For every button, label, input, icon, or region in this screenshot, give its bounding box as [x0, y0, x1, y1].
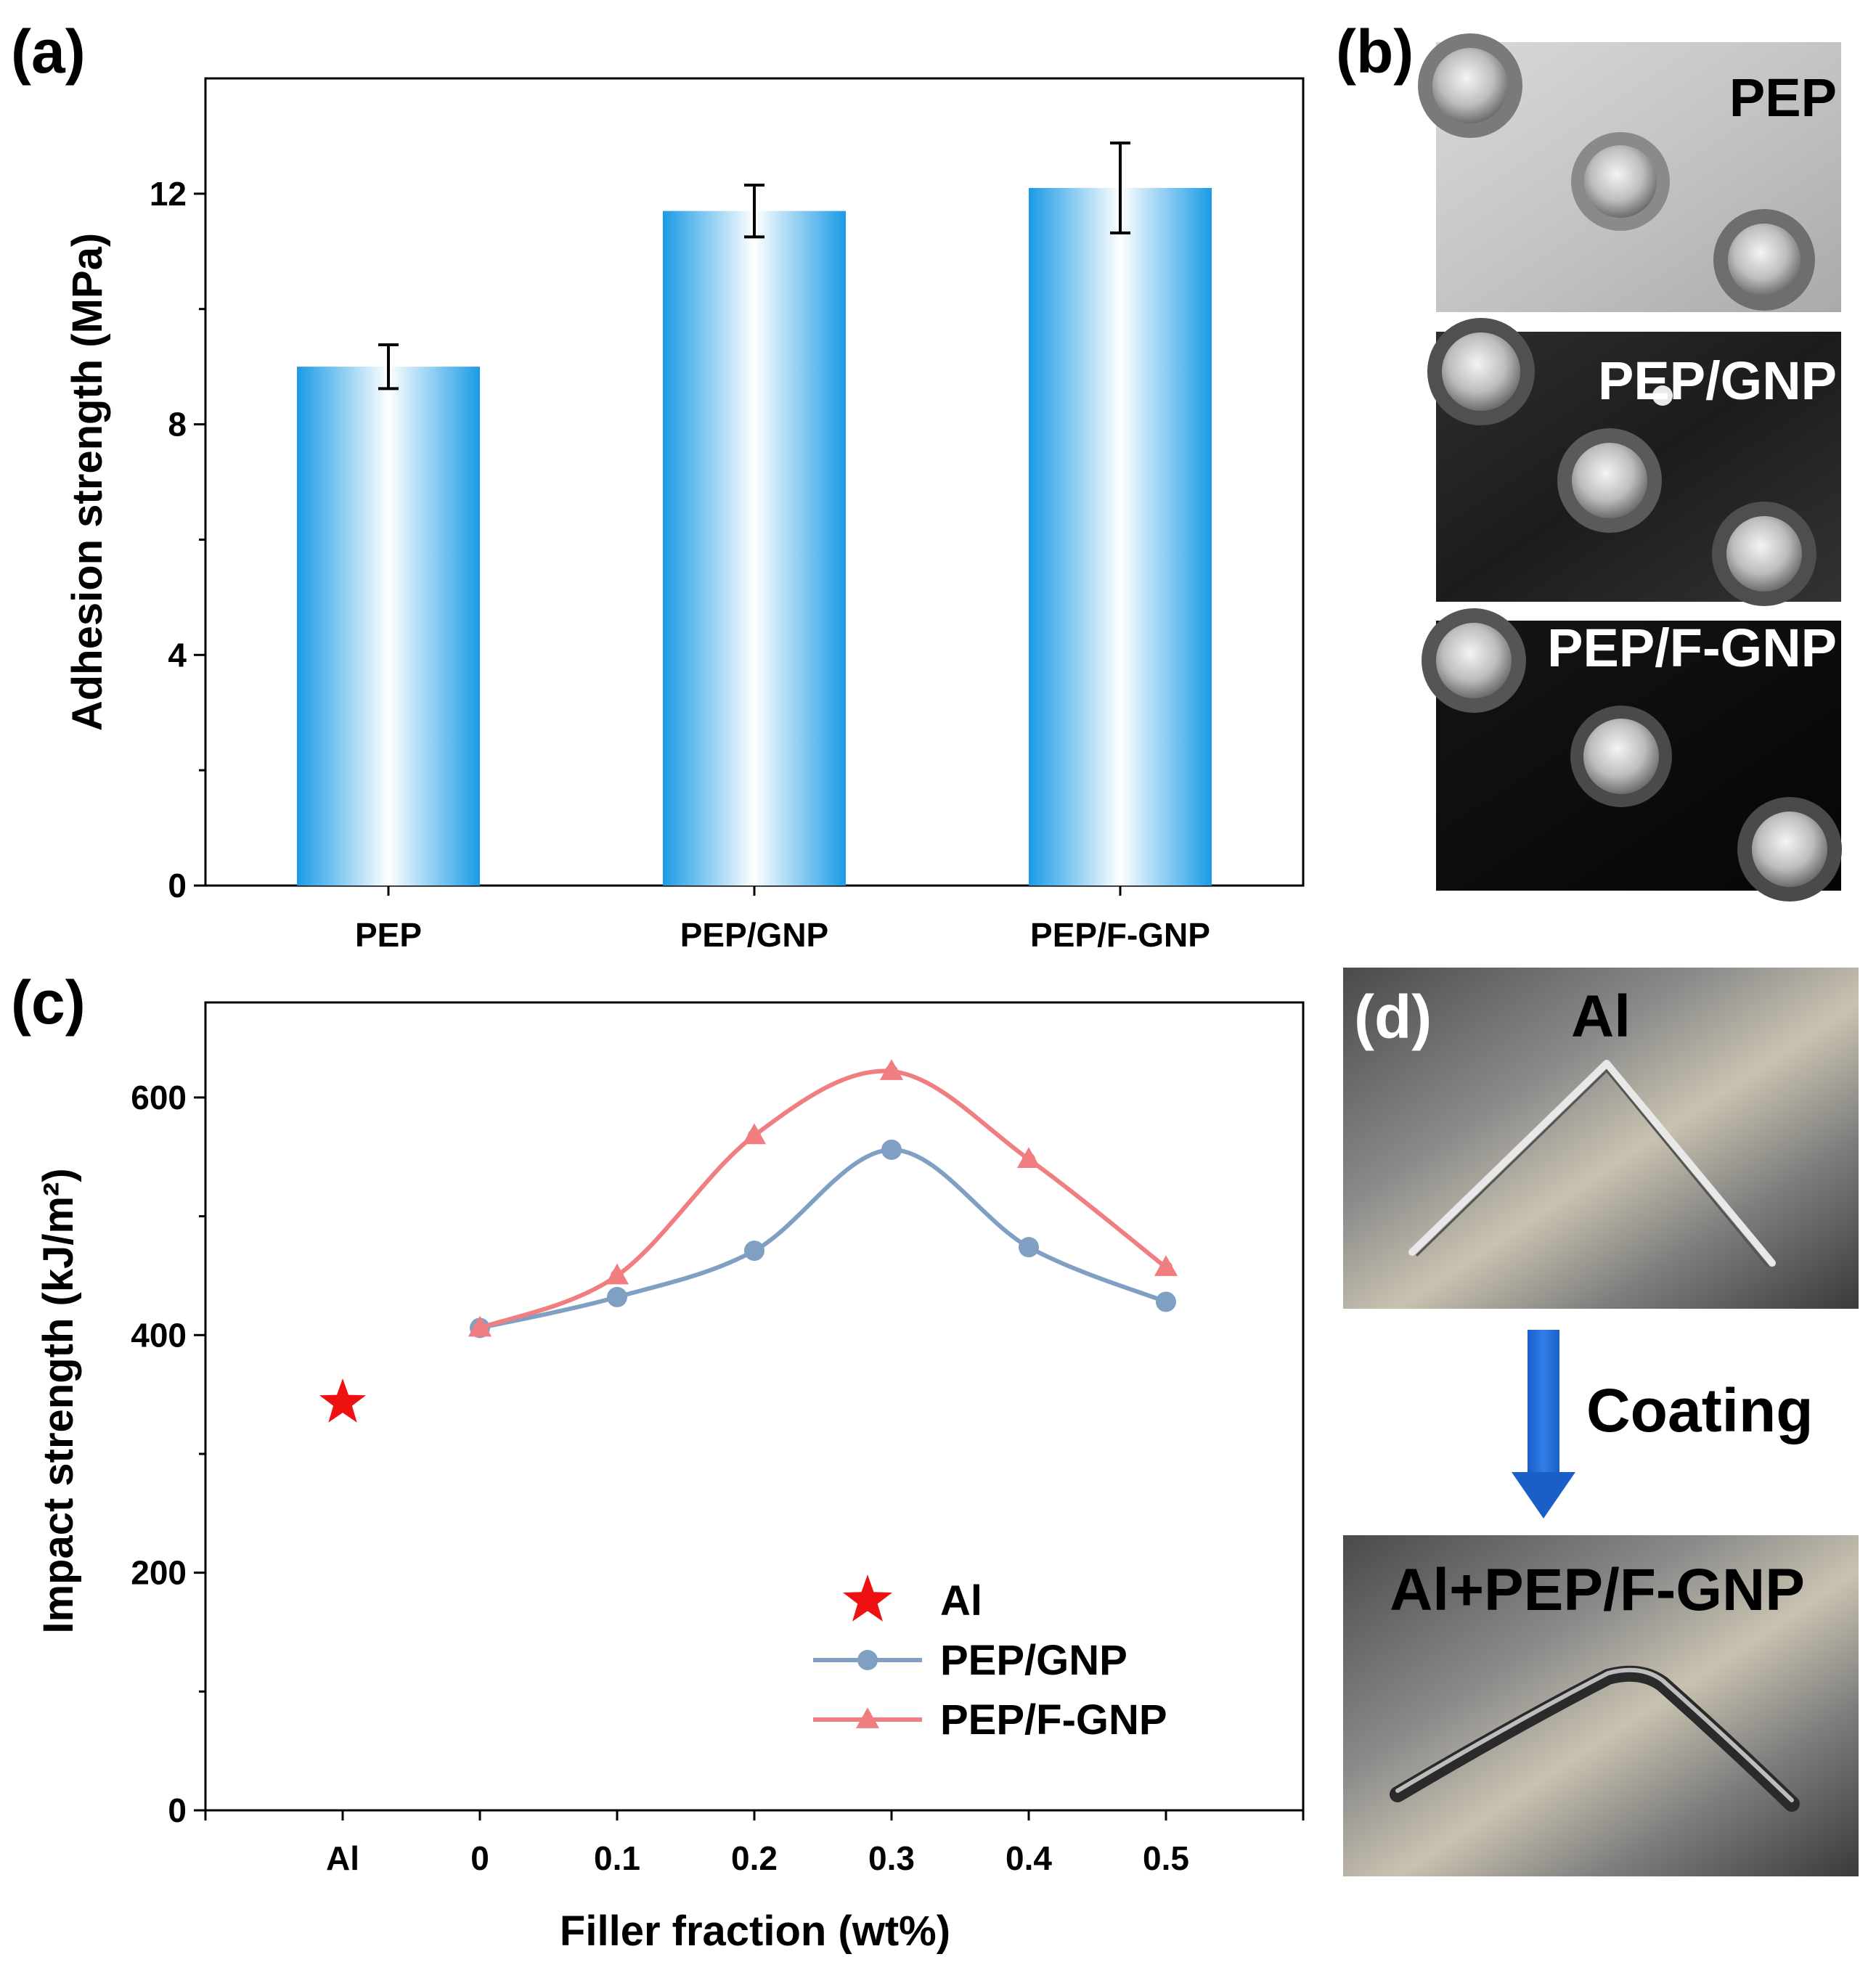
- legend-label: Al: [940, 1577, 982, 1625]
- y-tick-label: 12: [150, 175, 187, 213]
- plot-c-y-axis: 0 200 400 600: [131, 1079, 205, 1829]
- photo-group-b: PEP PEP/GNP PEP/F-GNP: [1418, 33, 1842, 902]
- dolly-icon: [1728, 224, 1800, 296]
- dolly-icon: [1726, 516, 1802, 592]
- y-tick-label: 400: [131, 1316, 187, 1354]
- photo-pep-gnp: PEP/GNP: [1427, 318, 1841, 606]
- plot-a-bars: [297, 141, 1212, 886]
- coating-label: Coating: [1586, 1376, 1814, 1444]
- circle-marker: [473, 1321, 486, 1335]
- plot-a-y-axis: 0 4 8 12: [150, 175, 205, 904]
- y-tick-label: 600: [131, 1079, 187, 1116]
- plot-c-legend: Al PEP/GNP PEP/F-GNP: [813, 1574, 1167, 1744]
- bent-coated-strip-icon: [1390, 1665, 1800, 1812]
- dolly-icon: [1752, 812, 1827, 887]
- plot-c-x-axis: Al 0 0.1 0.2 0.3 0.4 0.5: [204, 1810, 1305, 1877]
- bar: [663, 211, 846, 886]
- circle-marker: [611, 1269, 624, 1283]
- photo-al-plate: [1343, 968, 1859, 1309]
- x-tick-label: 0.4: [1006, 1839, 1052, 1877]
- plot-a-y-axis-title: Adhesion strength (MPa): [64, 233, 111, 731]
- triangle-marker: [884, 1142, 900, 1156]
- x-tick-label: PEP/F-GNP: [1030, 916, 1210, 954]
- y-tick-label: 8: [168, 406, 187, 444]
- photo-pep-gnp-label: PEP/GNP: [1598, 351, 1837, 411]
- star-marker: [843, 1574, 892, 1622]
- plot-c-series: [319, 1059, 1178, 1423]
- circle-marker: [1022, 1153, 1035, 1166]
- triangle-marker: [855, 1707, 880, 1728]
- dolly-icon: [1442, 332, 1520, 411]
- series-pep-f-gnp: [468, 1059, 1178, 1337]
- bent-al-strip-icon: [1408, 1060, 1776, 1267]
- dolly-icon: [1572, 443, 1647, 518]
- x-tick-label: PEP/GNP: [680, 916, 829, 954]
- series-line: [478, 1068, 1167, 1331]
- photo-al-label: Al: [1571, 984, 1631, 1050]
- series-line: [479, 1147, 1167, 1331]
- panel-c-label: (c): [11, 968, 86, 1037]
- photo-pep-f-gnp-label: PEP/F-GNP: [1547, 618, 1837, 678]
- impact-line-chart: 0 200 400 600 Al 0 0.1 0.2 0.3 0.4 0.5 Impact str…: [35, 1001, 1305, 1955]
- star-marker: [319, 1378, 366, 1423]
- photo-coated-label: Al+PEP/F-GNP: [1390, 1557, 1805, 1623]
- x-tick-label: 0.3: [868, 1839, 915, 1877]
- panel-b-label: (b): [1336, 17, 1414, 86]
- plot-a-x-axis: PEP PEP/GNP PEP/F-GNP: [355, 886, 1210, 954]
- bar: [1029, 187, 1212, 886]
- photo-pep: PEP: [1418, 33, 1841, 312]
- x-tick-label: 0.5: [1143, 1839, 1189, 1877]
- photo-pep-label: PEP: [1729, 68, 1837, 128]
- circle-marker: [748, 1129, 761, 1143]
- legend-label: PEP/F-GNP: [940, 1696, 1167, 1744]
- x-tick-label: 0: [470, 1839, 489, 1877]
- dolly-icon: [1583, 719, 1659, 794]
- circle-marker: [885, 1064, 898, 1078]
- y-tick-label: 0: [168, 1791, 187, 1829]
- y-tick-label: 4: [168, 636, 187, 674]
- dolly-icon: [1436, 623, 1512, 698]
- coating-arrow-down-icon: [1512, 1472, 1575, 1519]
- legend-label: PEP/GNP: [940, 1637, 1127, 1684]
- photo-group-d: (d) Al Coating Al+PEP/F-GNP: [1343, 968, 1859, 1876]
- photo-pep-f-gnp: PEP/F-GNP: [1422, 608, 1842, 902]
- coating-arrow-shaft: [1528, 1330, 1559, 1475]
- triangle-marker: [1158, 1294, 1174, 1308]
- adhesion-bar-chart: 0 4 8 12 PEP PEP/GNP PEP/F-GNP Adhesion stren…: [64, 77, 1305, 954]
- panel-d-label: (d): [1354, 983, 1432, 1051]
- circle-marker: [857, 1650, 878, 1670]
- bent-coated-strip-highlight: [1395, 1667, 1794, 1802]
- plot-c-y-axis-title: Impact strength (kJ/m²): [35, 1168, 82, 1633]
- triangle-marker: [1021, 1239, 1037, 1253]
- y-tick-label: 0: [168, 867, 187, 904]
- series-pep-gnp: [470, 1139, 1176, 1339]
- y-tick-label: 200: [131, 1554, 187, 1592]
- x-tick-label: 0.2: [731, 1839, 778, 1877]
- bent-al-strip-shadow: [1415, 1068, 1769, 1267]
- x-tick-label: PEP: [355, 916, 422, 954]
- series-al: [319, 1378, 366, 1423]
- bar: [297, 367, 480, 886]
- plot-c-x-axis-title: Filler fraction (wt%): [560, 1908, 950, 1955]
- x-tick-label: 0.1: [594, 1839, 640, 1877]
- dolly-icon: [1584, 145, 1657, 218]
- dolly-icon: [1432, 48, 1508, 123]
- glare-icon: [1652, 385, 1673, 406]
- photo-coated-plate: [1343, 1535, 1859, 1876]
- circle-marker: [1159, 1260, 1172, 1274]
- triangle-marker: [746, 1243, 762, 1256]
- panel-a-label: (a): [11, 17, 86, 86]
- x-tick-label: Al: [326, 1839, 359, 1877]
- triangle-marker: [609, 1289, 625, 1303]
